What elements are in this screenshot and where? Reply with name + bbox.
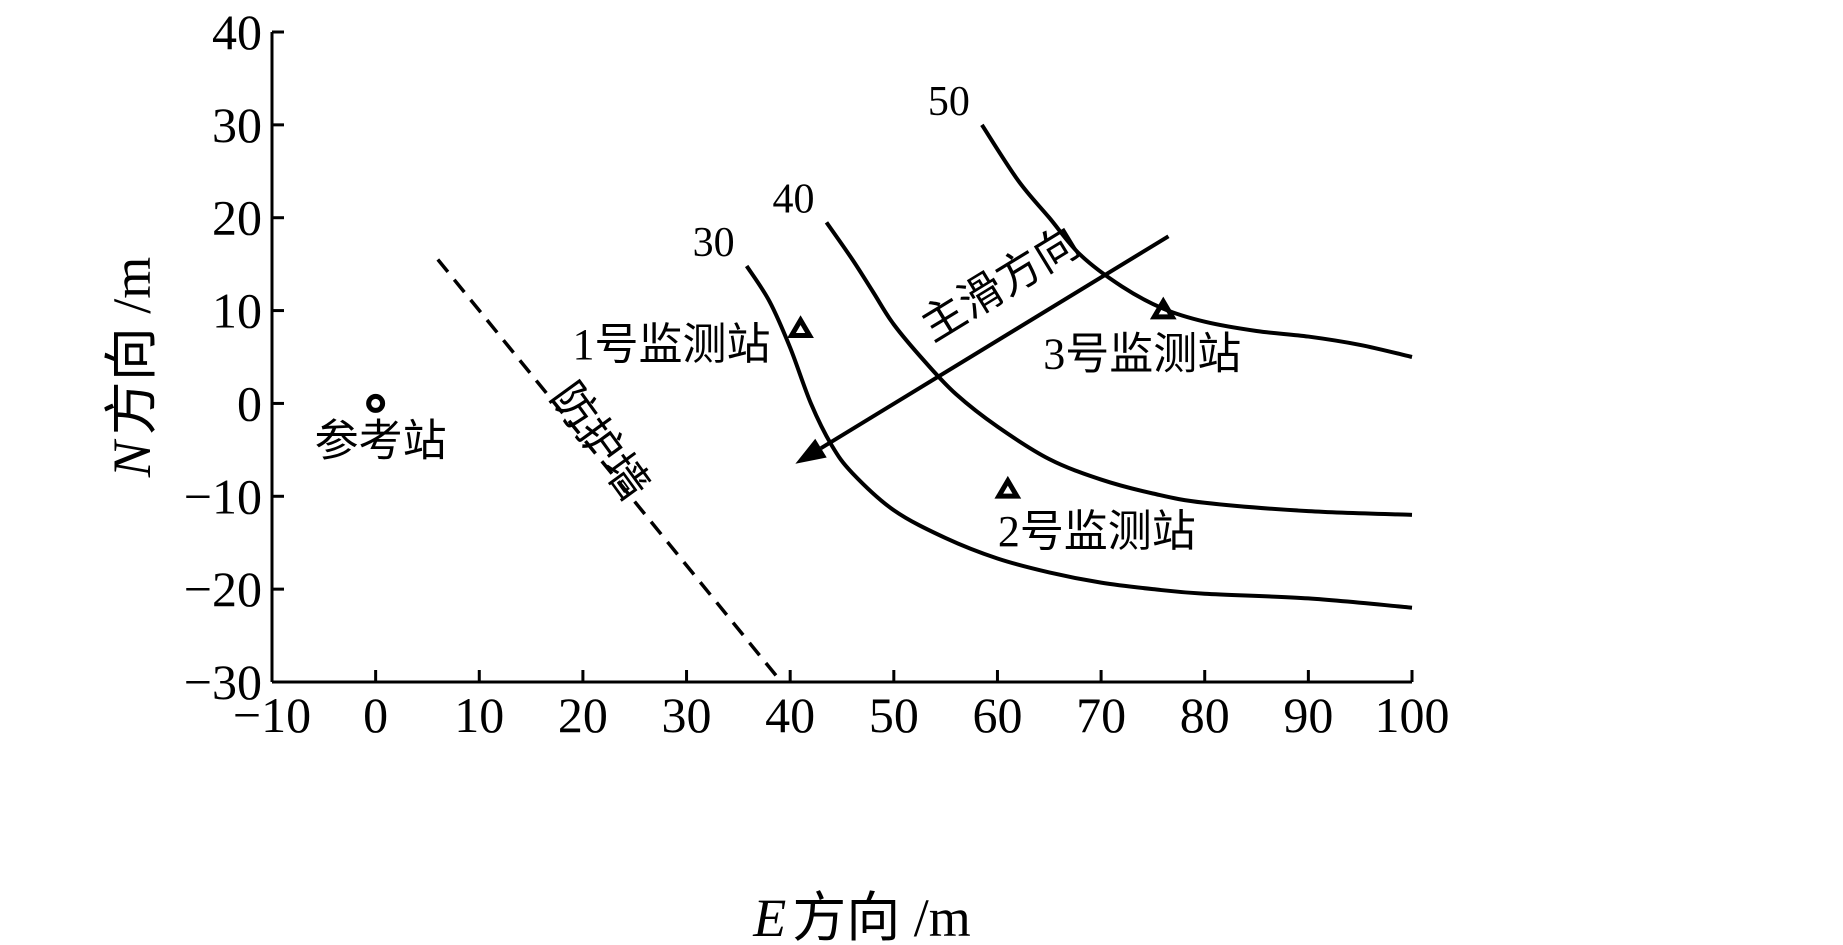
x-tick-label: 70 [1076, 687, 1126, 743]
x-tick-label: 30 [662, 687, 712, 743]
station-label: 参考站 [315, 416, 447, 465]
stations: 参考站 1号监测站 2号监测站 3号监测站 [315, 296, 1241, 556]
y-tick-label: 40 [212, 4, 262, 60]
y-ticks: −30 −20 −10 0 10 20 30 40 [184, 4, 284, 710]
station-label: 1号监测站 [573, 320, 771, 369]
station-marker-triangle [1149, 296, 1177, 320]
y-tick-label: 0 [237, 375, 262, 431]
station-label: 3号监测站 [1043, 330, 1241, 379]
y-tick-label: −10 [184, 468, 262, 524]
contour-label-30: 30 [693, 220, 735, 266]
station-marker-circle [366, 393, 386, 413]
main-slide-arrow-head [795, 438, 827, 464]
y-tick-label: −20 [184, 561, 262, 617]
contour-30 [744, 264, 1413, 610]
y-axis-title-rest: 方向 /m [102, 257, 162, 436]
contour-50 [980, 123, 1413, 359]
main-slide-arrow-shaft [819, 234, 1170, 450]
contour-labels: 30 40 50 [693, 79, 970, 266]
x-tick-label: 40 [765, 687, 815, 743]
y-axis-title: N方向 /m [102, 257, 162, 479]
y-tick-label: 10 [212, 283, 262, 339]
x-tick-label: 20 [558, 687, 608, 743]
station-marker-triangle [994, 475, 1022, 499]
station-marker-triangle [787, 315, 814, 338]
x-axis-title-italic: E [752, 888, 786, 945]
x-tick-label: 90 [1283, 687, 1333, 743]
contour-label-40: 40 [772, 176, 814, 222]
y-tick-label: 20 [212, 190, 262, 246]
contour-lines [744, 123, 1413, 610]
x-tick-label: 100 [1375, 687, 1450, 743]
y-tick-label: −30 [184, 654, 262, 710]
x-tick-label: 80 [1180, 687, 1230, 743]
x-tick-label: −10 [233, 687, 311, 743]
x-tick-label: 60 [972, 687, 1022, 743]
x-tick-label: 10 [454, 687, 504, 743]
x-ticks: −10 0 10 20 30 40 50 60 70 80 90 100 [233, 670, 1450, 743]
protection-wall-label: 防护墙 [541, 374, 658, 510]
protection-wall-line [436, 258, 782, 682]
x-tick-label: 0 [363, 687, 388, 743]
main-slide-arrow [795, 234, 1170, 464]
station-label: 2号监测站 [998, 507, 1196, 556]
axes [270, 32, 1412, 684]
x-axis-title-rest: 方向 /m [792, 888, 971, 945]
y-axis-title-italic: N [102, 438, 162, 478]
contour-40 [824, 221, 1413, 517]
x-axis-title: E 方向 /m [752, 888, 971, 945]
y-tick-label: 30 [212, 97, 262, 153]
contour-label-50: 50 [928, 79, 970, 125]
x-tick-label: 50 [869, 687, 919, 743]
